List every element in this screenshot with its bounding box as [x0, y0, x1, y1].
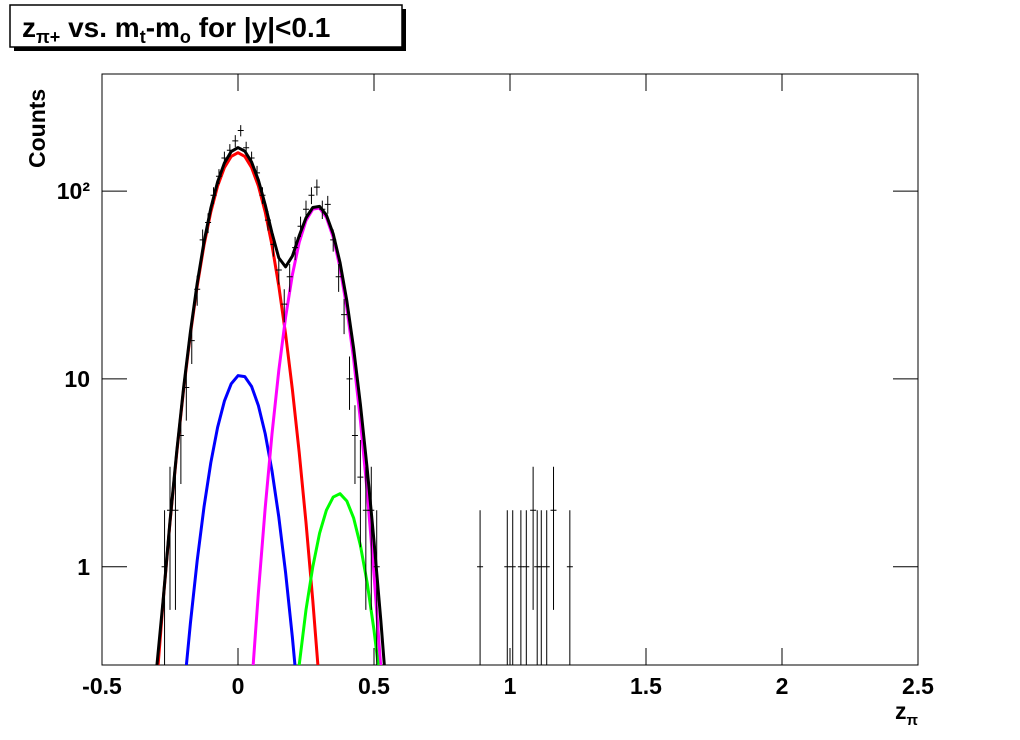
data-point — [205, 213, 212, 234]
data-point — [346, 356, 353, 410]
data-point — [292, 236, 299, 261]
data-point — [188, 322, 195, 365]
fit-curve — [297, 492, 380, 665]
data-point — [335, 263, 342, 292]
data-point — [275, 257, 282, 285]
data-point — [477, 510, 484, 665]
x-tick-label: 1.5 — [630, 673, 662, 699]
y-tick-label: 1 — [77, 554, 90, 580]
data-point — [550, 466, 557, 610]
data-point — [270, 233, 277, 257]
data-point — [248, 151, 255, 165]
data-point — [341, 298, 348, 335]
data-point — [177, 405, 184, 484]
data-point — [221, 151, 228, 165]
data-point — [286, 263, 293, 292]
data-point — [183, 364, 190, 421]
title-box — [9, 4, 403, 48]
y-tick-label: 10 — [64, 366, 90, 392]
data-point — [232, 135, 239, 148]
plot-area — [155, 125, 573, 665]
data-point — [297, 216, 304, 238]
data-point — [509, 510, 516, 665]
x-tick-label: 2 — [776, 673, 789, 699]
data-point — [523, 510, 530, 665]
data-point — [281, 289, 288, 323]
data-point — [210, 187, 217, 205]
data-point — [199, 229, 206, 252]
x-axis-label: zπ — [895, 698, 919, 729]
x-tick-label: 0 — [232, 673, 245, 699]
y-tick-label: 10² — [57, 178, 91, 204]
data-point — [167, 466, 173, 610]
data-point — [237, 125, 244, 137]
data-point — [530, 466, 537, 610]
data-point — [313, 179, 320, 196]
data-point — [504, 510, 511, 665]
data-point — [357, 440, 364, 548]
data-point — [264, 210, 271, 231]
x-tick-label: 0.5 — [358, 673, 390, 699]
data-point — [362, 466, 369, 610]
data-point — [194, 275, 201, 306]
data-point — [161, 510, 168, 665]
data-point — [517, 510, 524, 665]
data-point — [308, 187, 315, 205]
data-point — [324, 195, 331, 214]
fit-curve — [251, 206, 383, 665]
data-point — [368, 466, 375, 610]
data-point — [566, 510, 573, 665]
x-tick-label: 2.5 — [902, 673, 934, 699]
data-point — [254, 165, 261, 181]
data-point — [172, 466, 179, 610]
data-point — [215, 169, 222, 185]
y-axis-label: Counts — [24, 89, 50, 168]
data-point — [373, 510, 380, 665]
x-tick-label: 1 — [504, 673, 517, 699]
data-point — [538, 510, 545, 665]
fit-curve — [155, 146, 386, 665]
x-tick-label: -0.5 — [82, 673, 122, 699]
data-point — [543, 510, 550, 665]
data-point — [319, 200, 326, 219]
data-point — [259, 187, 266, 205]
fit-curve — [184, 374, 297, 665]
data-point — [303, 200, 309, 219]
chart-title: zπ+ vs. mt-mo for |y|<0.1 — [22, 12, 330, 47]
data-point — [330, 229, 337, 252]
data-point — [351, 405, 358, 484]
data-point — [226, 144, 233, 157]
data-point — [243, 141, 250, 155]
